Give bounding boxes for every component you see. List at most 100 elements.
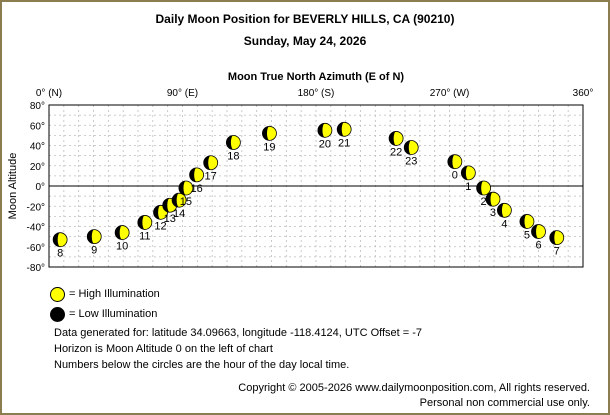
moon-shadow bbox=[485, 192, 493, 207]
hour-label: 0 bbox=[452, 170, 458, 182]
moon-point-15: 15 bbox=[178, 180, 194, 208]
hour-label: 3 bbox=[490, 207, 496, 219]
hour-label: 12 bbox=[154, 220, 166, 232]
moon-point-19: 19 bbox=[262, 125, 277, 153]
y-tick-label: 0° bbox=[35, 182, 45, 193]
moon-shadow bbox=[497, 203, 505, 218]
hour-label: 1 bbox=[465, 181, 471, 193]
hour-label: 8 bbox=[57, 248, 63, 260]
moon-shadow bbox=[404, 140, 412, 155]
chart-title: Daily Moon Position for BEVERLY HILLS, C… bbox=[155, 12, 455, 26]
legend-high-label: = High Illumination bbox=[69, 288, 160, 300]
moon-point-12: 12 bbox=[153, 204, 168, 232]
moon-point-23: 23 bbox=[403, 140, 419, 168]
x-tick-label: 360° bbox=[573, 88, 594, 99]
moon-point-6: 6 bbox=[531, 224, 546, 252]
info-location: Data generated for: latitude 34.09663, l… bbox=[54, 327, 423, 339]
hour-label: 13 bbox=[164, 213, 176, 225]
moon-shadow bbox=[476, 181, 484, 196]
hour-label: 7 bbox=[554, 246, 560, 258]
moon-point-1: 1 bbox=[460, 165, 476, 193]
legend-high: = High Illumination bbox=[50, 285, 160, 303]
moon-shadow bbox=[447, 154, 455, 169]
moon-shadow bbox=[226, 135, 234, 150]
moon-shadow bbox=[549, 230, 557, 245]
moon-shadow bbox=[178, 181, 186, 196]
y-tick-label: -40° bbox=[27, 223, 45, 234]
y-tick-label: -60° bbox=[27, 243, 45, 254]
hour-label: 9 bbox=[91, 245, 97, 257]
y-tick-label: -20° bbox=[27, 202, 45, 213]
hour-label: 22 bbox=[390, 146, 402, 158]
moon-point-3: 3 bbox=[485, 191, 501, 219]
azimuth-axis-title: Moon True North Azimuth (E of N) bbox=[228, 71, 405, 83]
moon-point-22: 22 bbox=[388, 131, 404, 158]
x-tick-label: 180° (S) bbox=[298, 88, 335, 99]
moon-shadow bbox=[153, 205, 161, 220]
moon-shadow bbox=[317, 123, 325, 138]
moon-shadow bbox=[337, 122, 345, 137]
hour-label: 23 bbox=[405, 156, 417, 168]
moon-point-2: 2 bbox=[476, 180, 492, 208]
y-tick-label: 40° bbox=[30, 142, 45, 153]
chart-date: Sunday, May 24, 2026 bbox=[243, 34, 367, 48]
hour-label: 17 bbox=[205, 171, 217, 183]
moon-point-7: 7 bbox=[549, 230, 565, 258]
moon-shadow bbox=[519, 214, 527, 229]
hour-label: 5 bbox=[524, 229, 530, 241]
hour-label: 15 bbox=[180, 196, 192, 208]
hour-label: 4 bbox=[501, 218, 507, 230]
moon-shadow bbox=[189, 167, 197, 182]
moon-point-4: 4 bbox=[496, 202, 512, 230]
copyright-text: Copyright © 2005-2026 www.dailymoonposit… bbox=[238, 382, 590, 394]
y-tick-label: 60° bbox=[30, 121, 45, 132]
moon-point-18: 18 bbox=[225, 135, 241, 162]
moon-shadow bbox=[531, 224, 539, 239]
x-tick-label: 90° (E) bbox=[167, 88, 198, 99]
legend-low-label: = Low Illumination bbox=[69, 308, 158, 320]
hour-label: 10 bbox=[116, 241, 128, 253]
hour-label: 16 bbox=[190, 183, 202, 195]
hour-label: 20 bbox=[319, 138, 331, 150]
info-hours: Numbers below the circles are the hour o… bbox=[54, 359, 350, 371]
moon-shadow bbox=[203, 155, 211, 170]
moon-shadow bbox=[162, 198, 170, 213]
hour-label: 19 bbox=[263, 141, 275, 153]
moon-shadow bbox=[115, 225, 123, 240]
altitude-axis-label: Moon Altitude bbox=[7, 153, 19, 220]
hour-label: 18 bbox=[227, 150, 239, 162]
hour-label: 14 bbox=[173, 208, 185, 220]
moon-shadow bbox=[137, 215, 145, 230]
low-illumination-swatch bbox=[50, 306, 65, 322]
y-tick-label: -80° bbox=[27, 263, 45, 274]
moon-point-10: 10 bbox=[114, 225, 130, 253]
moon-point-14: 14 bbox=[171, 192, 187, 220]
moon-point-0: 0 bbox=[447, 154, 463, 182]
high-illumination-swatch bbox=[50, 286, 65, 302]
hour-label: 2 bbox=[481, 196, 487, 208]
moon-point-17: 17 bbox=[203, 155, 219, 183]
plot-border bbox=[48, 104, 584, 268]
legend-low: = Low Illumination bbox=[50, 305, 157, 323]
hour-label: 11 bbox=[139, 230, 150, 242]
moon-shadow bbox=[53, 232, 61, 247]
moon-point-16: 16 bbox=[189, 167, 204, 195]
hour-label: 6 bbox=[535, 240, 541, 252]
moon-point-8: 8 bbox=[52, 232, 68, 260]
moon-point-9: 9 bbox=[86, 229, 102, 257]
moon-point-11: 11 bbox=[137, 215, 153, 242]
y-tick-label: 20° bbox=[30, 162, 45, 173]
moon-point-5: 5 bbox=[519, 214, 535, 241]
moon-shadow bbox=[87, 229, 95, 244]
moon-shadow bbox=[172, 193, 180, 208]
x-tick-label: 0° (N) bbox=[36, 88, 62, 99]
info-horizon: Horizon is Moon Altitude 0 on the left o… bbox=[54, 343, 273, 355]
hour-label: 21 bbox=[338, 137, 350, 149]
moon-point-20: 20 bbox=[317, 122, 333, 150]
moon-shadow bbox=[262, 126, 270, 141]
moon-shadow bbox=[461, 165, 469, 180]
x-tick-label: 270° (W) bbox=[430, 88, 470, 99]
personal-use-note: Personal non commercial use only. bbox=[419, 397, 590, 409]
